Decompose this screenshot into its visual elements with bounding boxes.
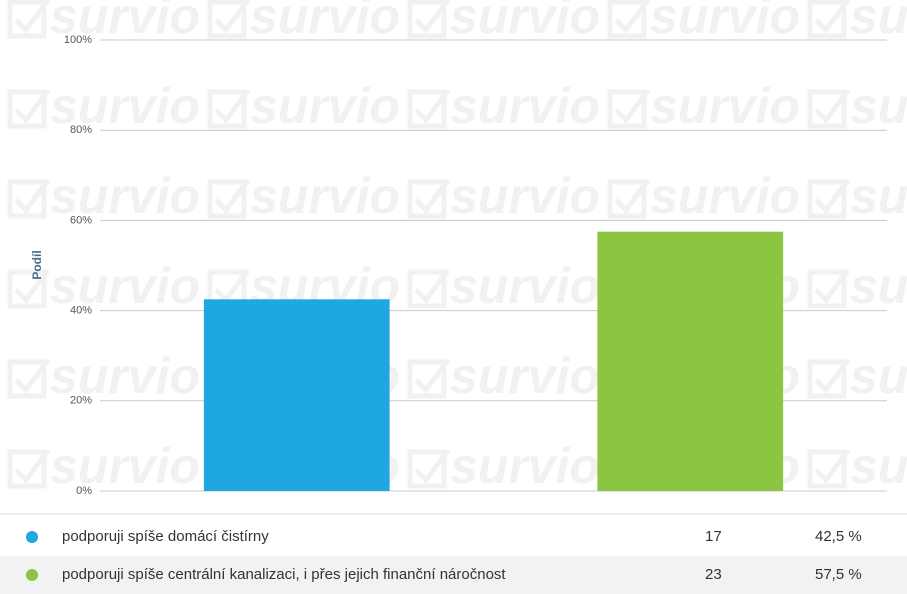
watermark-check [7, 448, 51, 489]
watermark: survio [850, 348, 907, 404]
watermark-check [7, 358, 51, 399]
watermark: survio [450, 78, 600, 134]
category-label: podporuji spíše centrální kanalizaci, i … [62, 566, 506, 583]
bar [597, 231, 784, 492]
watermark: survio [250, 78, 400, 134]
watermark-check [407, 358, 451, 399]
watermark-check [807, 268, 851, 309]
watermark: survio [450, 168, 600, 224]
legend-dot [26, 569, 38, 581]
watermark: survio [450, 0, 600, 44]
watermark-check [407, 268, 451, 309]
watermark: survio [50, 0, 200, 44]
count: 23 [705, 566, 722, 583]
watermark: survio [50, 78, 200, 134]
value-label: 57,5 % [815, 566, 862, 583]
watermark: survio [850, 0, 907, 44]
watermark-check [7, 0, 51, 39]
y-tick-label: 40% [70, 305, 92, 317]
y-tick-label: 60% [70, 214, 92, 226]
watermark: survio [650, 0, 800, 44]
watermark-check [407, 88, 451, 129]
watermark-check [807, 0, 851, 39]
watermark: survio [650, 78, 800, 134]
value-label: 42,5 % [815, 528, 862, 545]
watermark: survio [650, 168, 800, 224]
y-axis-label: Podíl [30, 250, 44, 279]
watermark-check [407, 448, 451, 489]
watermark-check [407, 178, 451, 219]
watermark: survio [450, 438, 600, 494]
watermark: survio [850, 168, 907, 224]
count: 17 [705, 528, 722, 545]
watermark: survio [850, 438, 907, 494]
watermark: survio [50, 348, 200, 404]
watermark-check [207, 178, 251, 219]
watermark: survio [250, 0, 400, 44]
watermark-check [807, 88, 851, 129]
table-row-bg [0, 556, 907, 594]
category-label: podporuji spíše domácí čistírny [62, 528, 269, 545]
watermark: survio [50, 438, 200, 494]
watermark: survio [850, 78, 907, 134]
watermark: survio [850, 258, 907, 314]
watermark: survio [50, 258, 200, 314]
watermark-check [607, 178, 651, 219]
watermark: survio [250, 168, 400, 224]
watermark-check [807, 448, 851, 489]
y-tick-label: 0% [76, 485, 92, 497]
watermark-check [7, 178, 51, 219]
y-tick-label: 80% [70, 124, 92, 136]
legend-dot [26, 531, 38, 543]
watermark-check [807, 178, 851, 219]
watermark-check [207, 88, 251, 129]
watermark-check [807, 358, 851, 399]
watermark: survio [50, 168, 200, 224]
watermark-check [407, 0, 451, 39]
watermark: survio [450, 348, 600, 404]
y-tick-label: 100% [64, 34, 92, 46]
watermark-check [607, 88, 651, 129]
bar [203, 299, 390, 491]
watermark-check [7, 88, 51, 129]
watermark-check [7, 268, 51, 309]
y-tick-label: 20% [70, 395, 92, 407]
watermark: survio [450, 258, 600, 314]
watermark-check [607, 0, 651, 39]
watermark-check [207, 0, 251, 39]
